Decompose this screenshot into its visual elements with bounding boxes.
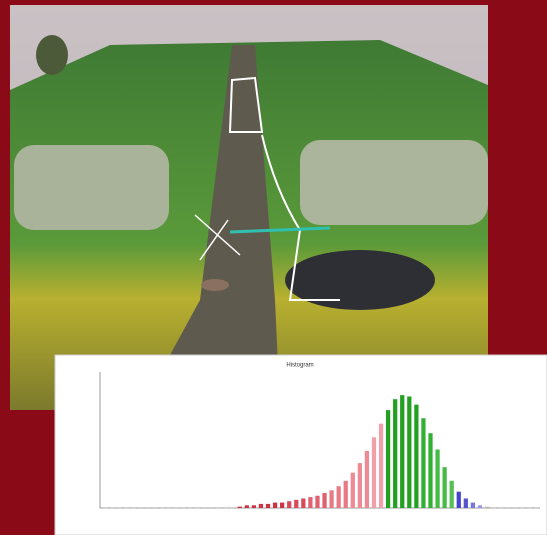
bar: [223, 507, 228, 509]
bar: [400, 395, 405, 508]
bar: [159, 507, 165, 509]
bar: [251, 505, 257, 508]
bar: [308, 497, 313, 508]
bar: [520, 507, 525, 509]
bar: [428, 433, 433, 508]
bar: [385, 410, 391, 508]
bar: [244, 505, 249, 508]
bar: [442, 467, 447, 508]
bar: [371, 437, 377, 508]
bar: [534, 507, 539, 509]
bar: [322, 493, 327, 508]
bar: [272, 502, 278, 508]
bar: [421, 418, 426, 508]
bar: [202, 507, 207, 509]
bar: [209, 507, 214, 509]
bar: [491, 507, 497, 509]
bar: [456, 491, 461, 508]
bar: [145, 507, 151, 509]
bar: [287, 501, 292, 508]
bar: [301, 498, 306, 508]
bar: [506, 507, 511, 509]
bar: [393, 399, 398, 508]
bar: [166, 507, 172, 509]
bar: [103, 507, 108, 509]
bar: [484, 506, 490, 508]
bar: [174, 507, 179, 509]
bar: [117, 507, 122, 509]
bar: [477, 505, 483, 508]
bar: [131, 507, 136, 509]
bar: [315, 495, 320, 508]
bar: [470, 502, 476, 508]
bar: [336, 486, 341, 508]
bar: [364, 450, 370, 508]
bar: [527, 507, 532, 509]
bar: [138, 507, 143, 509]
bar: [181, 507, 186, 509]
bar: [350, 472, 355, 508]
bar: [216, 507, 221, 509]
bar: [152, 507, 158, 509]
bar: [230, 507, 235, 509]
bar: [265, 503, 271, 508]
bar: [449, 480, 454, 508]
bar: [237, 506, 242, 508]
bar: [414, 404, 419, 508]
bar: [407, 396, 412, 508]
bar: [463, 498, 468, 508]
point-cloud-image: [10, 5, 488, 410]
bar: [124, 507, 129, 509]
bar: [357, 463, 362, 508]
bar: [435, 449, 440, 508]
bar: [188, 507, 193, 509]
chart-title: Histogram: [286, 363, 313, 369]
bar: [513, 507, 518, 509]
bar: [195, 507, 200, 509]
bar: [294, 499, 299, 508]
bar: [110, 507, 115, 509]
bar: [378, 423, 384, 508]
bar: [499, 507, 504, 509]
bar: [258, 503, 264, 508]
bar: [329, 490, 334, 508]
bar: [280, 502, 285, 508]
bar: [343, 480, 348, 508]
